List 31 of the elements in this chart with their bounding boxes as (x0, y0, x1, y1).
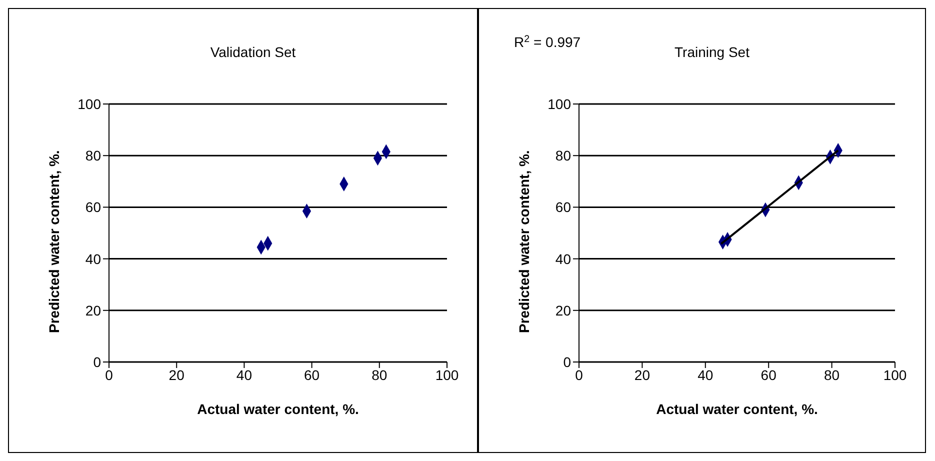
y-tick-label: 100 (548, 96, 572, 112)
x-axis-title: Actual water content, %. (656, 401, 818, 417)
x-tick-label: 20 (168, 366, 185, 383)
x-axis-title: Actual water content, %. (197, 401, 359, 417)
y-tick-label: 40 (555, 250, 572, 267)
y-tick-label: 100 (78, 96, 102, 112)
chart-title: Training Set (674, 44, 750, 60)
x-tick-label: 100 (435, 366, 459, 383)
x-tick-label: 0 (105, 366, 114, 383)
y-tick-label: 80 (555, 148, 572, 164)
chart-title: Validation Set (210, 44, 296, 60)
x-tick-label: 60 (760, 366, 777, 383)
x-tick-label: 100 (883, 366, 907, 383)
x-tick-label: 80 (372, 366, 388, 383)
x-tick-label: 60 (304, 366, 320, 383)
x-tick-label: 80 (824, 366, 840, 383)
x-tick-label: 40 (698, 366, 714, 383)
text: R$^{2}$ = 0.997 (514, 34, 581, 50)
y-tick-label: 20 (555, 302, 572, 318)
y-tick-label: 80 (85, 148, 102, 164)
y-tick-label: 0 (563, 354, 572, 370)
y-axis-title: Predicted water content, %. (516, 150, 532, 333)
x-tick-label: 0 (575, 366, 584, 383)
y-tick-label: 40 (85, 250, 102, 267)
y-tick-label: 60 (85, 199, 102, 216)
x-tick-label: 20 (634, 366, 650, 383)
y-tick-label: 20 (85, 302, 102, 318)
x-tick-label: 40 (236, 366, 252, 383)
y-axis-title: Predicted water content, %. (46, 150, 62, 333)
y-tick-label: 60 (555, 199, 572, 216)
y-tick-label: 0 (93, 354, 102, 370)
